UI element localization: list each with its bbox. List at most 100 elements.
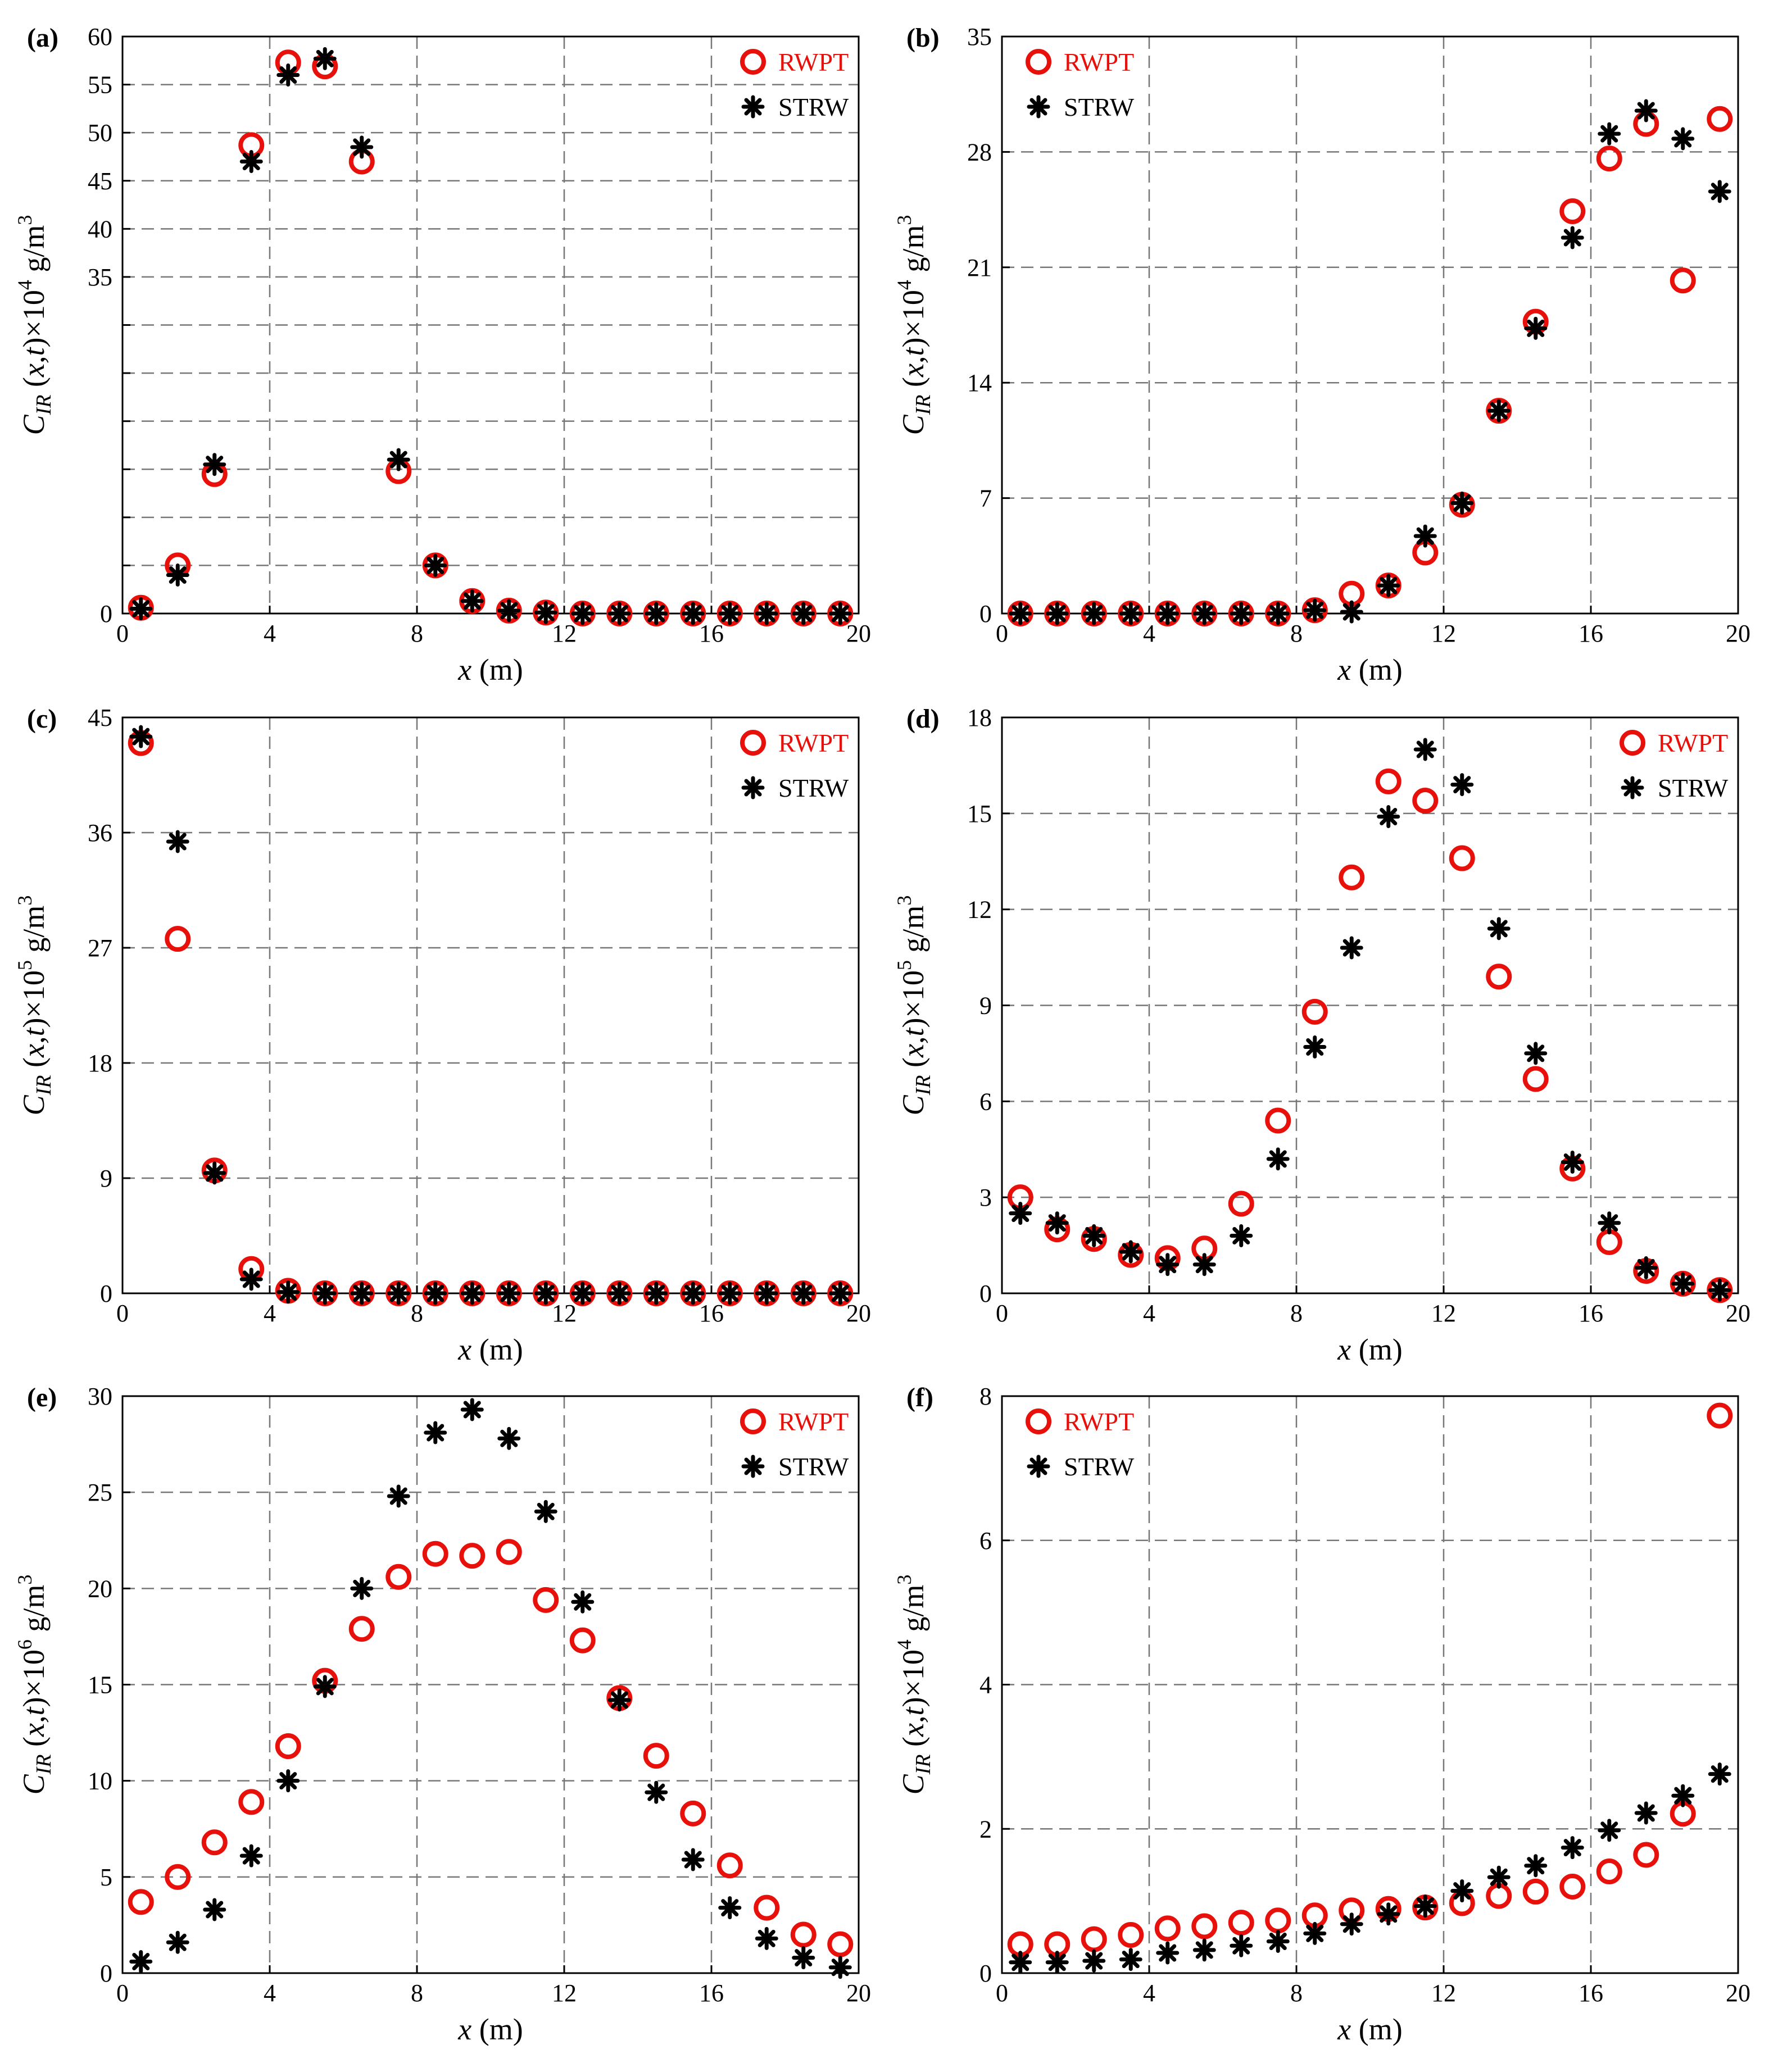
x-tick-label: 12 [552,1979,577,2007]
y-tick-label: 15 [967,800,992,828]
point-strw [1598,1819,1621,1842]
point-strw [1413,738,1437,761]
point-strw [203,1898,226,1921]
point-strw [239,150,263,174]
y-tick-label: 10 [88,1767,112,1795]
y-tick-label: 0 [979,1960,992,1987]
y-axis-label: CIR (x,t)×105 g/m3 [893,896,935,1116]
point-rwpt [1559,1873,1586,1900]
y-tick-label: 20 [88,1575,112,1602]
series-rwpt [128,730,854,1306]
point-rwpt [1449,845,1475,871]
point-strw [718,1282,742,1305]
point-strw [1119,1948,1142,1971]
point-strw [1708,180,1731,203]
point-strw [239,1267,263,1291]
x-tick-label: 8 [1290,620,1303,647]
point-strw [571,1590,595,1614]
legend-label-rwpt: RWPT [778,48,849,76]
legend-marker-strw [1027,1455,1050,1478]
point-strw [792,602,815,625]
legend-marker-rwpt [740,730,766,756]
panel-4: 0 4 8 12 16 20 0 3 6 9 12 15 18 (d) x (m) CIR (x,t)×105… [893,704,1750,1366]
x-tick-label: 0 [996,1299,1008,1327]
point-strw [1634,99,1658,122]
y-tick-label: 40 [88,215,112,243]
x-tick-label: 0 [996,620,1008,647]
x-tick-label: 4 [1143,1979,1155,2007]
point-rwpt [643,1743,669,1769]
point-rwpt [1596,146,1622,172]
x-tick-label: 0 [116,620,129,647]
point-strw [239,1844,263,1867]
y-tick-label: 0 [100,1960,112,1987]
point-rwpt [1301,998,1328,1025]
legend-label-rwpt: RWPT [1658,729,1728,757]
point-strw [1671,1272,1695,1296]
x-tick-label: 0 [996,1979,1008,2007]
point-rwpt [385,1564,412,1590]
legend-marker-rwpt [740,49,766,75]
legend: RWPT STRW [1620,729,1729,802]
point-strw [1340,936,1363,960]
x-tick-label: 20 [846,1299,871,1327]
point-strw [1192,602,1216,625]
point-strw [1156,1941,1180,1965]
x-axis-label: x (m) [1337,653,1402,687]
point-strw [1119,1240,1142,1264]
point-strw [1303,1035,1327,1059]
y-tick-label: 2 [979,1815,992,1843]
point-rwpt [1596,1229,1622,1255]
point-rwpt [754,1894,780,1921]
x-tick-label: 20 [1726,1299,1750,1327]
x-tick-label: 20 [846,1979,871,2007]
x-tick-label: 16 [699,620,724,647]
point-rwpt [348,1616,375,1642]
y-tick-label: 0 [100,600,112,628]
legend-marker-rwpt [1026,49,1051,75]
series-rwpt [1007,768,1733,1303]
y-axis-label: CIR (x,t)×105 g/m3 [13,896,56,1116]
y-tick-label: 9 [100,1165,112,1192]
series-strw [129,725,852,1305]
point-strw [424,1282,447,1305]
point-strw [755,602,778,625]
legend-label-rwpt: RWPT [1064,1407,1134,1436]
point-rwpt [1633,1842,1659,1868]
point-rwpt [1522,1066,1549,1092]
point-rwpt [1191,1913,1218,1939]
point-strw [1230,602,1253,625]
point-rwpt [569,1627,596,1653]
point-strw [1230,1224,1253,1247]
point-strw [1303,598,1327,622]
y-tick-label: 30 [88,1383,112,1410]
point-strw [313,1282,337,1305]
x-tick-label: 4 [264,620,276,647]
x-axis-label: x (m) [457,1333,523,1366]
point-strw [1450,491,1474,515]
point-strw [497,1282,521,1305]
y-tick-label: 55 [88,71,112,99]
x-tick-label: 0 [116,1979,129,2007]
point-rwpt [1081,1926,1107,1952]
point-rwpt [1522,1878,1549,1905]
point-rwpt [1412,788,1439,814]
point-strw [1266,1147,1290,1171]
x-axis-label: x (m) [457,653,523,687]
point-rwpt [680,1800,706,1826]
x-tick-label: 20 [1726,1979,1750,2007]
y-axis-label: CIR (x,t)×104 g/m3 [13,215,56,435]
x-tick-label: 4 [1143,620,1155,647]
x-tick-label: 8 [411,1299,423,1327]
y-tick-label: 45 [88,704,112,731]
point-strw [1561,1151,1584,1174]
legend-marker-rwpt [1026,1408,1051,1434]
point-strw [792,1946,815,1970]
point-strw [1045,1951,1069,1974]
x-tick-label: 12 [1431,620,1456,647]
x-tick-label: 20 [846,620,871,647]
point-strw [1487,917,1511,940]
point-strw [460,589,484,613]
y-tick-label: 3 [979,1184,992,1211]
series-rwpt [128,1539,854,1957]
